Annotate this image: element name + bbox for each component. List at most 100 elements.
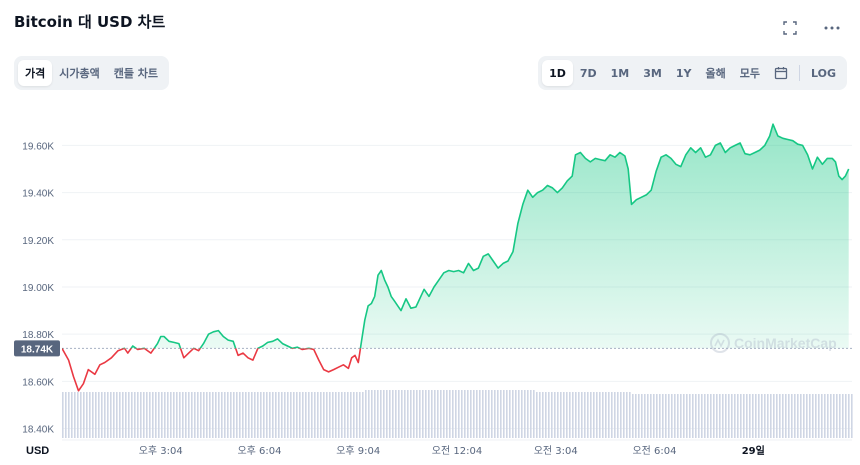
tab-price[interactable]: 가격 [18, 60, 53, 86]
expand-icon[interactable] [780, 18, 800, 38]
volume-bar [77, 392, 79, 438]
x-tick-label: 오전 12:04 [432, 445, 482, 457]
volume-bar [101, 392, 103, 438]
range-1d[interactable]: 1D [542, 60, 573, 86]
volume-bar [821, 394, 823, 438]
volume-bar [653, 394, 655, 438]
volume-bar [218, 392, 220, 438]
volume-bar [158, 392, 160, 438]
volume-bar [380, 390, 382, 438]
volume-bar [635, 394, 637, 438]
volume-bar [290, 392, 292, 438]
volume-bar [632, 394, 634, 438]
volume-bar [503, 390, 505, 438]
volume-bar [461, 390, 463, 438]
volume-bar [770, 394, 772, 438]
volume-bar [587, 392, 589, 438]
volume-bar [281, 392, 283, 438]
volume-bar [392, 390, 394, 438]
volume-bar [764, 394, 766, 438]
range-all[interactable]: 모두 [739, 67, 760, 80]
volume-bar [608, 392, 610, 438]
tab-candle-chart[interactable]: 캔들 차트 [113, 67, 159, 80]
volume-bar [611, 392, 613, 438]
tab-market-cap[interactable]: 시가총액 [59, 67, 100, 80]
volume-bar [539, 392, 541, 438]
range-1y[interactable]: 1Y [675, 66, 692, 80]
volume-bar [734, 394, 736, 438]
volume-bar [575, 392, 577, 438]
volume-bar [488, 390, 490, 438]
x-tick-label: 오후 6:04 [237, 445, 281, 457]
volume-bar [518, 390, 520, 438]
volume-bar [713, 394, 715, 438]
volume-bar [695, 394, 697, 438]
volume-bar [143, 392, 145, 438]
volume-bar [527, 390, 529, 438]
x-tick-label: 29일 [742, 444, 765, 457]
volume-bar [674, 394, 676, 438]
volume-bar [308, 392, 310, 438]
volume-bar [434, 390, 436, 438]
volume-bar [254, 392, 256, 438]
reference-badge [14, 340, 60, 357]
volume-bar [788, 394, 790, 438]
x-tick-label: 오전 6:04 [632, 445, 676, 457]
watermark-logo-mark [714, 338, 725, 348]
volume-bar [749, 394, 751, 438]
y-tick-label: 19.20K [22, 236, 54, 247]
volume-bar [698, 394, 700, 438]
volume-bar [464, 390, 466, 438]
volume-bar [479, 390, 481, 438]
volume-bar [620, 392, 622, 438]
reference-label: 18.74K [21, 344, 54, 355]
volume-bar [755, 394, 757, 438]
volume-bar [521, 390, 523, 438]
volume-bar [776, 394, 778, 438]
volume-bar [815, 394, 817, 438]
more-horizontal-icon[interactable] [822, 18, 842, 38]
volume-bar [350, 392, 352, 438]
volume-bar [530, 390, 532, 438]
volume-bar [563, 392, 565, 438]
calendar-icon[interactable] [767, 60, 795, 86]
range-3m[interactable]: 3M [643, 66, 662, 80]
volume-bar [197, 392, 199, 438]
volume-bar [524, 390, 526, 438]
volume-bar [359, 392, 361, 438]
log-toggle[interactable]: LOG [811, 66, 836, 80]
volume-bar [107, 392, 109, 438]
volume-bar [299, 392, 301, 438]
volume-bar [146, 392, 148, 438]
volume-bar [686, 394, 688, 438]
volume-bar [824, 394, 826, 438]
volume-bar [845, 394, 847, 438]
volume-bar [509, 390, 511, 438]
volume-bar [761, 394, 763, 438]
price-area-fill [62, 124, 849, 349]
volume-bar [398, 390, 400, 438]
volume-bar [344, 392, 346, 438]
volume-bar [311, 392, 313, 438]
volume-bar [626, 392, 628, 438]
volume-bar [602, 392, 604, 438]
volume-bar [647, 394, 649, 438]
volume-bar [113, 392, 115, 438]
volume-bar [95, 392, 97, 438]
volume-bar [557, 392, 559, 438]
volume-bar [251, 392, 253, 438]
top-icons [780, 18, 842, 38]
volume-bar [566, 392, 568, 438]
volume-bar [605, 392, 607, 438]
volume-bar [797, 394, 799, 438]
volume-bar [722, 394, 724, 438]
range-1m[interactable]: 1M [610, 66, 630, 80]
y-tick-label: 18.60K [22, 377, 54, 388]
range-ytd[interactable]: 올해 [705, 67, 726, 80]
volume-bar [386, 390, 388, 438]
y-tick-label: 19.40K [22, 189, 54, 200]
volume-bar [500, 390, 502, 438]
range-7d[interactable]: 7D [579, 66, 597, 80]
volume-bar [200, 392, 202, 438]
